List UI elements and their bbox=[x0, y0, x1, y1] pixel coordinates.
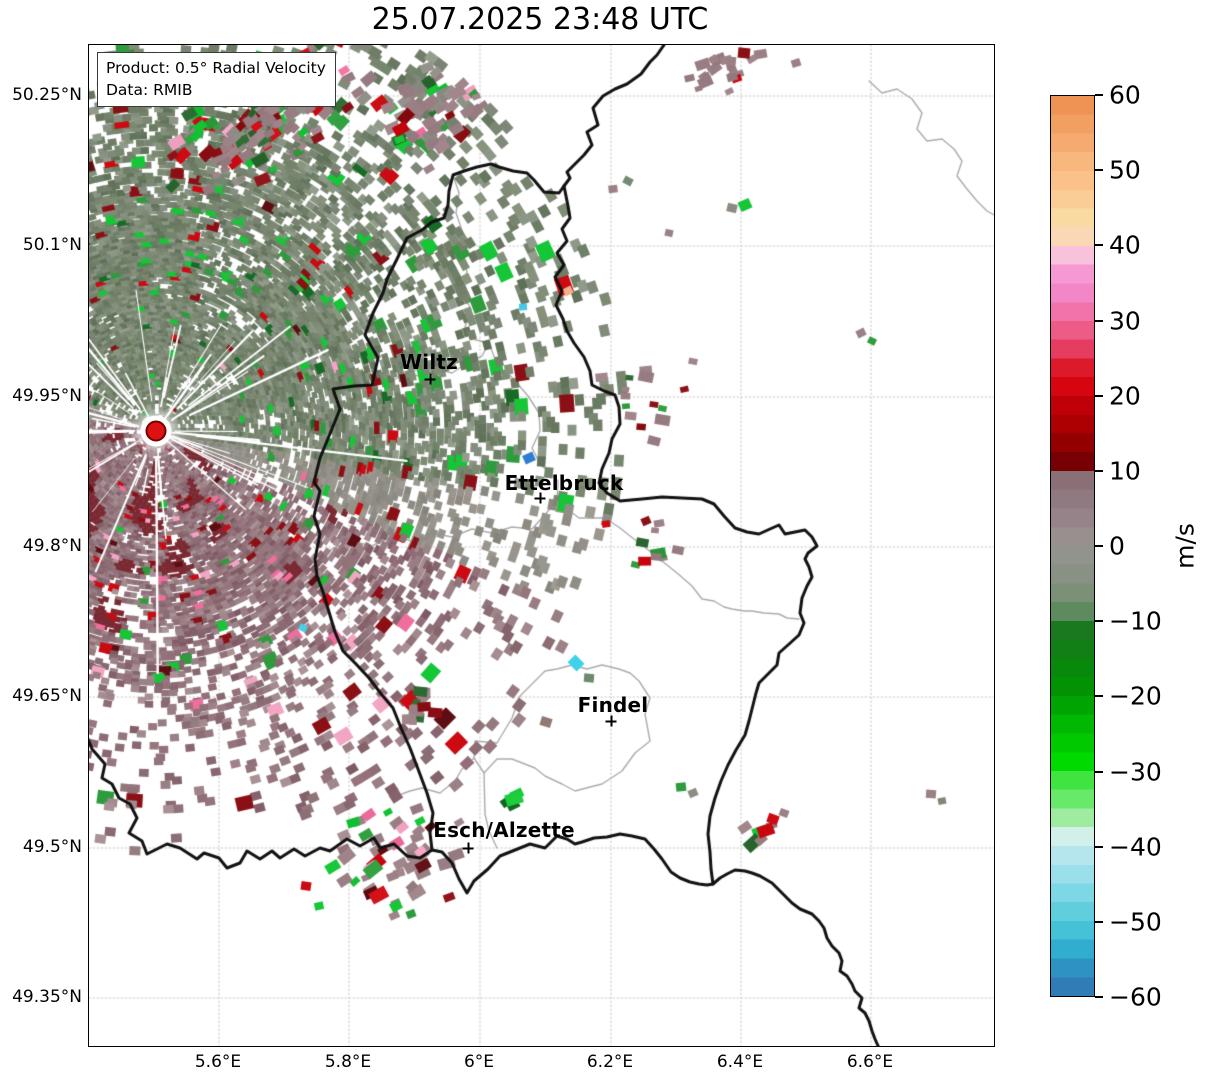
colorbar-tick-label: 40 bbox=[1109, 230, 1141, 260]
lon-tick-label: 6.4°E bbox=[716, 1052, 764, 1072]
colorbar-tick-label: 0 bbox=[1109, 531, 1125, 561]
colorbar-tick-label: −50 bbox=[1109, 907, 1162, 937]
colorbar bbox=[1050, 95, 1095, 997]
colorbar-tick-mark bbox=[1095, 94, 1103, 96]
lat-tick-label: 49.5°N bbox=[22, 837, 82, 857]
colorbar-tick-label: −10 bbox=[1109, 606, 1162, 636]
colorbar-tick-mark bbox=[1095, 545, 1103, 547]
lat-tick-label: 49.95°N bbox=[12, 386, 82, 406]
colorbar-tick-label: −30 bbox=[1109, 757, 1162, 786]
figure-title: 25.07.2025 23:48 UTC bbox=[371, 2, 709, 37]
lat-tick-label: 49.8°N bbox=[22, 536, 82, 556]
city-marker-bar bbox=[467, 842, 469, 854]
city-marker-icon bbox=[424, 373, 436, 385]
colorbar-tick-label: −40 bbox=[1109, 832, 1162, 862]
city-marker-bar bbox=[539, 492, 541, 504]
colorbar-tick-mark bbox=[1095, 169, 1103, 172]
colorbar-tick-label: −20 bbox=[1109, 681, 1162, 711]
lon-tick-label: 6°E bbox=[463, 1052, 495, 1072]
city-label-ettelbruck: Ettelbruck bbox=[504, 471, 624, 495]
city-label-findel: Findel bbox=[577, 693, 649, 717]
radar-site-marker bbox=[145, 420, 167, 442]
colorbar-tick-label: −60 bbox=[1109, 982, 1162, 1012]
lon-tick-label: 6.6°E bbox=[846, 1052, 894, 1072]
colorbar-tick-mark bbox=[1095, 620, 1103, 623]
colorbar-tick-label: 10 bbox=[1109, 456, 1141, 486]
colorbar-tick-label: 20 bbox=[1109, 381, 1141, 411]
map-plot-area: Product: 0.5° Radial Velocity Data: RMIB… bbox=[88, 44, 995, 1047]
city-label-esch-alzette: Esch/Alzette bbox=[433, 818, 575, 842]
product-info-box: Product: 0.5° Radial Velocity Data: RMIB bbox=[97, 52, 336, 107]
colorbar-tick-label: 50 bbox=[1109, 155, 1141, 185]
colorbar-unit-label: m/s bbox=[1170, 523, 1200, 569]
radar-map-canvas bbox=[89, 45, 994, 1046]
lat-tick-label: 50.25°N bbox=[12, 85, 82, 105]
lon-tick-label: 5.6°E bbox=[194, 1052, 242, 1072]
colorbar-tick-mark bbox=[1095, 319, 1103, 322]
city-marker-icon bbox=[534, 492, 546, 504]
lat-tick-label: 49.35°N bbox=[12, 987, 82, 1007]
colorbar-tick-mark bbox=[1095, 770, 1103, 773]
lon-tick-label: 5.8°E bbox=[324, 1052, 372, 1072]
city-label-wiltz: Wiltz bbox=[400, 350, 458, 374]
city-marker-icon bbox=[462, 842, 474, 854]
colorbar-tick-label: 30 bbox=[1109, 306, 1141, 335]
colorbar-tick-mark bbox=[1095, 394, 1103, 397]
colorbar-tick-mark bbox=[1095, 244, 1103, 247]
lon-tick-label: 6.2°E bbox=[586, 1052, 634, 1072]
colorbar-tick-mark bbox=[1095, 695, 1103, 698]
colorbar-tick-mark bbox=[1095, 920, 1103, 923]
lat-tick-label: 49.65°N bbox=[12, 686, 82, 706]
colorbar-tick-mark bbox=[1095, 469, 1103, 472]
city-marker-bar bbox=[429, 373, 431, 385]
data-source-label: Data: RMIB bbox=[106, 81, 193, 99]
colorbar-tick-mark bbox=[1095, 996, 1103, 998]
product-label: Product: 0.5° Radial Velocity bbox=[106, 59, 326, 77]
city-marker-bar bbox=[610, 715, 612, 727]
city-marker-icon bbox=[605, 715, 617, 727]
colorbar-tick-mark bbox=[1095, 845, 1103, 848]
lat-tick-label: 50.1°N bbox=[22, 235, 82, 255]
colorbar-tick-label: 60 bbox=[1109, 80, 1141, 110]
